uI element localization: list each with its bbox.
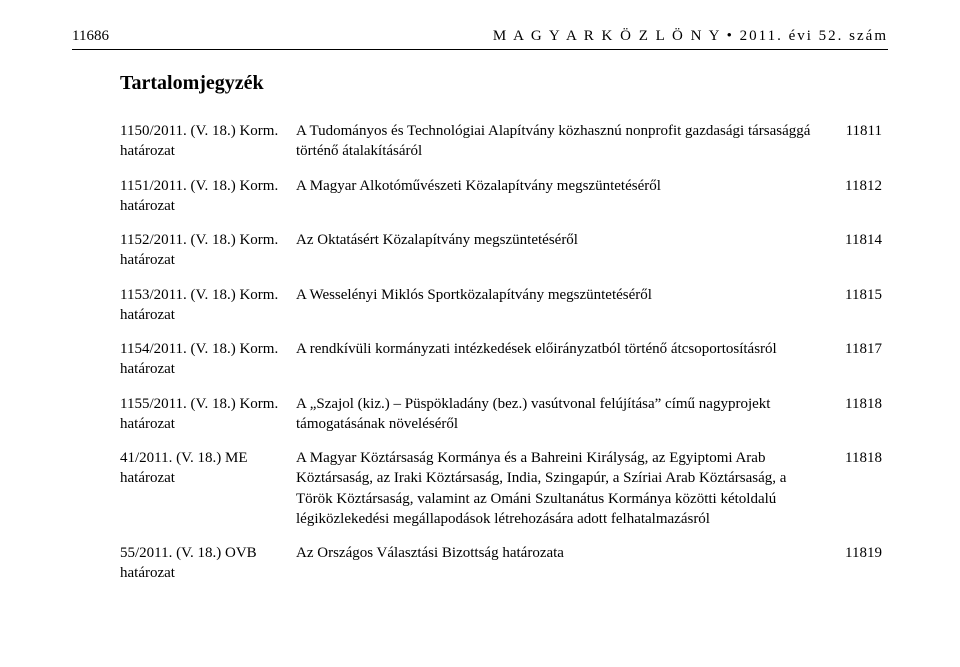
table-row: 41/2011. (V. 18.) ME határozat A Magyar … xyxy=(120,448,888,543)
entry-ref: 1154/2011. (V. 18.) Korm. határozat xyxy=(120,339,296,394)
table-row: 1153/2011. (V. 18.) Korm. határozat A We… xyxy=(120,285,888,340)
toc-table: 1150/2011. (V. 18.) Korm. határozat A Tu… xyxy=(120,121,888,598)
entry-desc: Az Oktatásért Közalapítvány megszüntetés… xyxy=(296,230,827,285)
table-row: 1151/2011. (V. 18.) Korm. határozat A Ma… xyxy=(120,176,888,231)
entry-ref: 1151/2011. (V. 18.) Korm. határozat xyxy=(120,176,296,231)
entry-page: 11814 xyxy=(827,230,888,285)
entry-page: 11812 xyxy=(827,176,888,231)
entry-ref: 41/2011. (V. 18.) ME határozat xyxy=(120,448,296,543)
entry-desc: Az Országos Választási Bizottság határoz… xyxy=(296,543,827,598)
entry-ref: 1153/2011. (V. 18.) Korm. határozat xyxy=(120,285,296,340)
entry-page: 11819 xyxy=(827,543,888,598)
entry-ref: 1150/2011. (V. 18.) Korm. határozat xyxy=(120,121,296,176)
entry-page: 11811 xyxy=(827,121,888,176)
page-container: 11686 M A G Y A R K Ö Z L Ö N Y • 2011. … xyxy=(0,0,960,667)
entry-page: 11817 xyxy=(827,339,888,394)
entry-desc: A Magyar Köztársaság Kormánya és a Bahre… xyxy=(296,448,827,543)
entry-desc: A Magyar Alkotóművészeti Közalapítvány m… xyxy=(296,176,827,231)
entry-page: 11818 xyxy=(827,448,888,543)
gazette-name: M A G Y A R K Ö Z L Ö N Y xyxy=(493,28,721,44)
toc-heading: Tartalomjegyzék xyxy=(120,72,888,95)
entry-ref: 1152/2011. (V. 18.) Korm. határozat xyxy=(120,230,296,285)
table-row: 55/2011. (V. 18.) OVB határozat Az Orszá… xyxy=(120,543,888,598)
header-row: 11686 M A G Y A R K Ö Z L Ö N Y • 2011. … xyxy=(72,28,888,50)
entry-page: 11815 xyxy=(827,285,888,340)
toc-body: 1150/2011. (V. 18.) Korm. határozat A Tu… xyxy=(120,121,888,598)
entry-desc: A „Szajol (kiz.) – Püspökladány (bez.) v… xyxy=(296,394,827,449)
issue-separator: • xyxy=(721,28,740,44)
entry-desc: A Tudományos és Technológiai Alapítvány … xyxy=(296,121,827,176)
table-row: 1150/2011. (V. 18.) Korm. határozat A Tu… xyxy=(120,121,888,176)
page-number: 11686 xyxy=(72,28,109,45)
entry-page: 11818 xyxy=(827,394,888,449)
table-row: 1152/2011. (V. 18.) Korm. határozat Az O… xyxy=(120,230,888,285)
issue-label: 2011. évi 52. szám xyxy=(740,28,888,44)
table-row: 1154/2011. (V. 18.) Korm. határozat A re… xyxy=(120,339,888,394)
gazette-title: M A G Y A R K Ö Z L Ö N Y • 2011. évi 52… xyxy=(493,28,888,45)
entry-desc: A rendkívüli kormányzati intézkedések el… xyxy=(296,339,827,394)
table-row: 1155/2011. (V. 18.) Korm. határozat A „S… xyxy=(120,394,888,449)
entry-desc: A Wesselényi Miklós Sportközalapítvány m… xyxy=(296,285,827,340)
entry-ref: 55/2011. (V. 18.) OVB határozat xyxy=(120,543,296,598)
entry-ref: 1155/2011. (V. 18.) Korm. határozat xyxy=(120,394,296,449)
